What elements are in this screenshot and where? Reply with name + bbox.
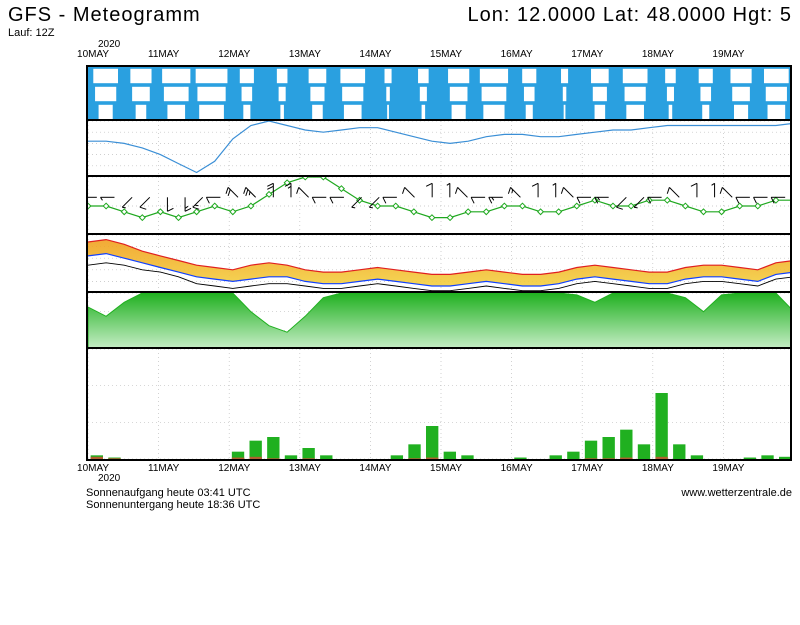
meteogram-container: GFS - Meteogramm Lon: 12.0000 Lat: 48.00… — [0, 0, 800, 625]
x-tick: 18MAY — [642, 463, 674, 474]
panel-wind: Wind Geschwi.Windfahnen0510 — [88, 177, 790, 235]
x-tick: 18MAY — [642, 49, 674, 60]
x-axis-top: 2020 10MAY11MAY12MAY13MAY14MAY15MAY16MAY… — [86, 39, 792, 65]
panel-clouds: Wolken (%)LevelHochMittelTief — [88, 67, 790, 121]
plot-temp — [88, 235, 790, 293]
plot-precip — [88, 349, 790, 459]
sun-info: Sonnenaufgang heute 03:41 UTC Sonnenunte… — [86, 487, 260, 511]
attribution: www.wetterzentrale.de — [681, 487, 792, 511]
title-row: GFS - Meteogramm Lon: 12.0000 Lat: 48.00… — [0, 0, 800, 27]
plot-clouds — [88, 67, 790, 121]
x-tick: 14MAY — [359, 49, 391, 60]
plot-pressure — [88, 121, 790, 177]
year-label-bottom: 2020 — [98, 473, 120, 484]
x-tick: 13MAY — [289, 463, 321, 474]
x-tick: 13MAY — [289, 49, 321, 60]
panel-precip: Niederschlag(mm)051015 — [88, 349, 790, 459]
sunset-label: Sonnenuntergang heute 18:36 UTC — [86, 499, 260, 511]
x-tick: 16MAY — [501, 463, 533, 474]
title-left: GFS - Meteogramm — [8, 4, 201, 27]
title-right: Lon: 12.0000 Lat: 48.0000 Hgt: 5 — [468, 4, 792, 27]
x-tick: 11MAY — [148, 49, 179, 60]
x-tick: 12MAY — [218, 463, 250, 474]
x-tick: 11MAY — [148, 463, 179, 474]
x-tick: 16MAY — [501, 49, 533, 60]
x-tick: 19MAY — [712, 463, 744, 474]
x-tick: 17MAY — [571, 463, 603, 474]
footer: Sonnenaufgang heute 03:41 UTC Sonnenunte… — [0, 485, 800, 511]
sunrise-label: Sonnenaufgang heute 03:41 UTC — [86, 487, 260, 499]
panel-pressure: Bodendruck(hPa)99510001005101010151020 — [88, 121, 790, 177]
x-tick: 14MAY — [359, 463, 391, 474]
x-tick: 15MAY — [430, 463, 462, 474]
run-label: Lauf: 12Z — [0, 27, 800, 39]
plot-wind — [88, 177, 790, 235]
panel-rh: 2m RF (%)20406080 — [88, 293, 790, 349]
panels: Wolken (%)LevelHochMittelTiefBodendruck(… — [86, 65, 792, 461]
x-tick: 10MAY — [77, 463, 109, 474]
plot-rh — [88, 293, 790, 349]
x-axis-bottom: 2020 10MAY11MAY12MAY13MAY14MAY15MAY16MAY… — [86, 461, 792, 485]
panel-temp: T-Min, MaxTaupunkt(C)0510152025 — [88, 235, 790, 293]
x-tick: 10MAY — [77, 49, 109, 60]
x-tick: 19MAY — [712, 49, 744, 60]
x-tick: 15MAY — [430, 49, 462, 60]
x-tick: 17MAY — [571, 49, 603, 60]
x-tick: 12MAY — [218, 49, 250, 60]
